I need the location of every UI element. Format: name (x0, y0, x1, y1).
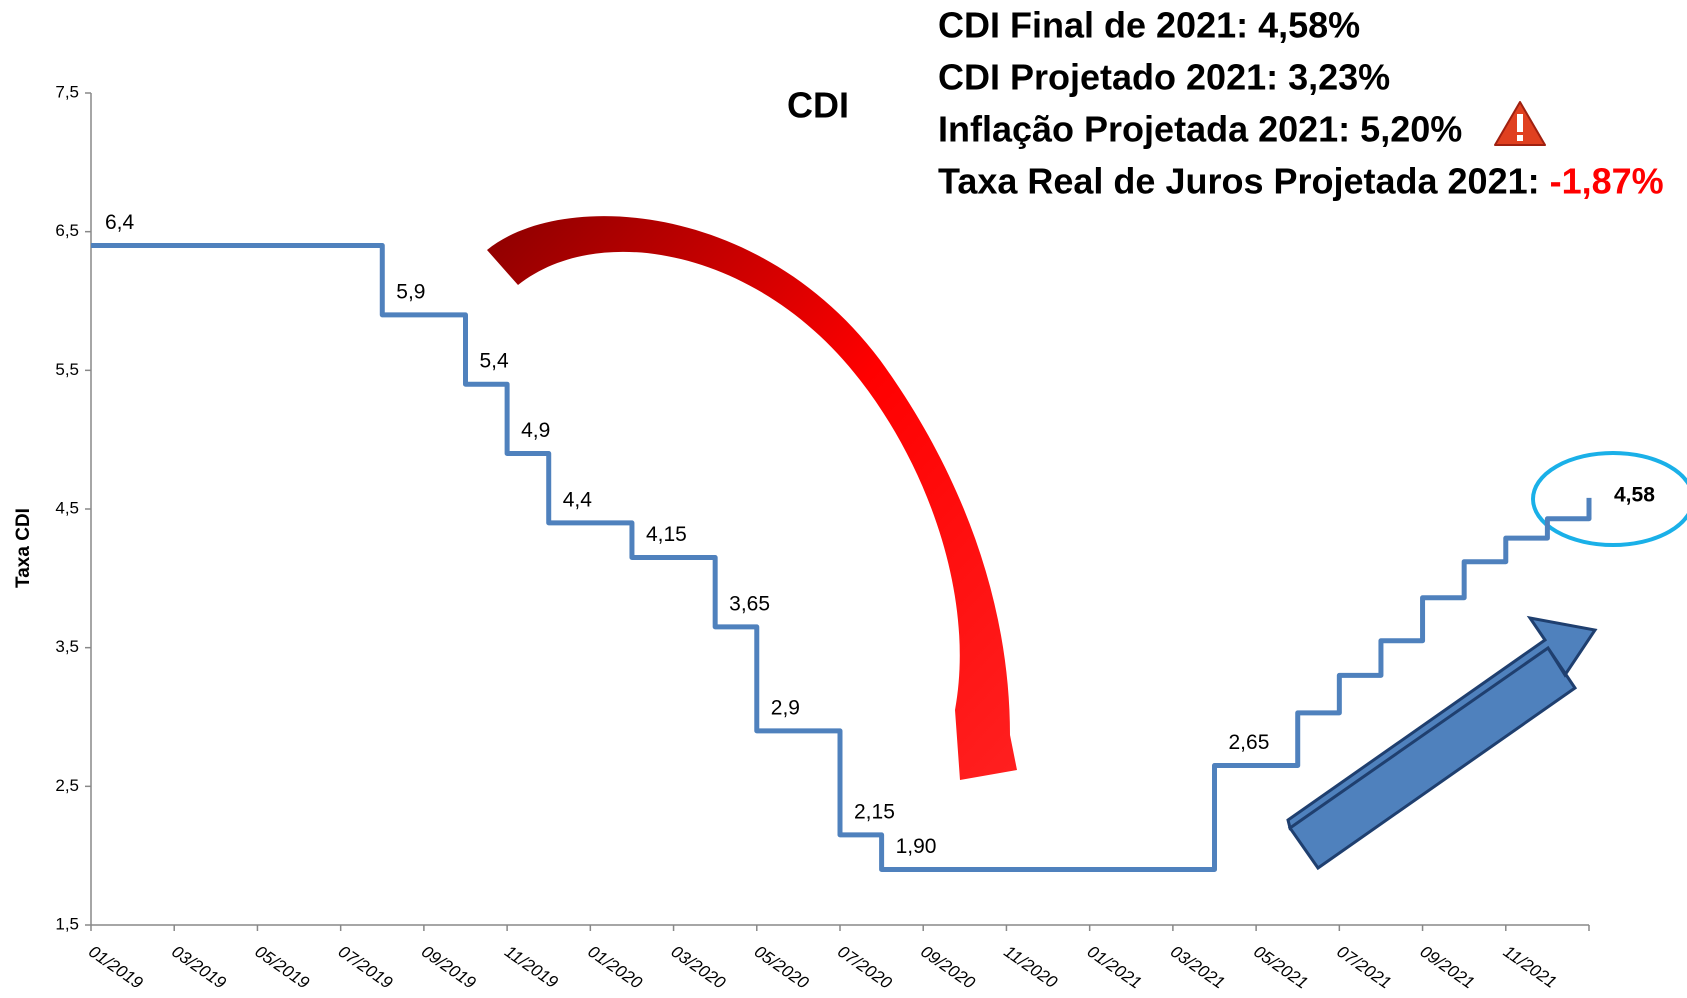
x-tick-label: 01/2020 (584, 942, 646, 993)
x-tick-label: 03/2019 (168, 942, 230, 993)
y-tick-label: 5,5 (55, 360, 79, 379)
annotation: Inflação Projetada 2021: 5,20% (938, 109, 1462, 150)
y-tick-label: 1,5 (55, 914, 79, 933)
cdi-line (91, 243, 1592, 873)
y-tick-label: 4,5 (55, 498, 79, 517)
x-tick-label: 09/2019 (418, 942, 480, 993)
blue-arrow (1286, 615, 1598, 871)
data-label: 2,9 (771, 696, 800, 719)
x-tick-label: 03/2020 (668, 942, 730, 993)
data-label: 4,4 (563, 488, 593, 511)
data-label: 2,65 (1229, 731, 1270, 754)
annotation: Taxa Real de Juros Projetada 2021: (938, 161, 1540, 202)
annotation-highlight: -1,87% (1550, 161, 1664, 202)
chart-title: CDI (787, 85, 849, 126)
x-tick-label: 07/2020 (834, 942, 896, 993)
data-label: 5,4 (480, 350, 510, 373)
red-arrow (487, 216, 1017, 781)
x-tick-label: 11/2020 (1000, 942, 1061, 992)
y-tick-label: 7,5 (55, 82, 79, 101)
x-tick-label: 11/2019 (501, 942, 562, 992)
x-tick-label: 05/2021 (1250, 942, 1311, 993)
x-tick-label: 05/2020 (751, 942, 813, 993)
highlight-circle (1531, 451, 1687, 547)
data-label: 3,65 (729, 592, 770, 615)
x-tick-label: 01/2019 (85, 942, 147, 993)
data-label: 2,15 (854, 800, 895, 823)
x-tick-label: 11/2021 (1500, 942, 1560, 992)
x-tick-label: 07/2019 (335, 942, 397, 993)
x-tick-label: 03/2021 (1167, 942, 1228, 993)
y-axis-label: Taxa CDI (13, 508, 34, 588)
x-tick-label: 07/2021 (1333, 942, 1394, 993)
warning-icon (1494, 101, 1546, 146)
data-label: 4,9 (521, 419, 550, 442)
data-label: 5,9 (396, 280, 425, 303)
x-tick-label: 05/2019 (251, 942, 313, 993)
y-tick-label: 6,5 (55, 221, 79, 240)
annotation: CDI Final de 2021: 4,58% (938, 5, 1360, 46)
data-label: 4,58 (1614, 483, 1655, 506)
x-tick-label: 01/2021 (1084, 942, 1145, 993)
x-tick-label: 09/2021 (1417, 942, 1478, 993)
y-tick-label: 2,5 (55, 776, 79, 795)
data-label: 1,90 (896, 835, 937, 858)
data-label: 4,15 (646, 523, 687, 546)
data-label: 6,4 (105, 211, 135, 234)
x-tick-label: 09/2020 (917, 942, 979, 993)
annotation: CDI Projetado 2021: 3,23% (938, 57, 1390, 98)
y-tick-label: 3,5 (55, 637, 79, 656)
